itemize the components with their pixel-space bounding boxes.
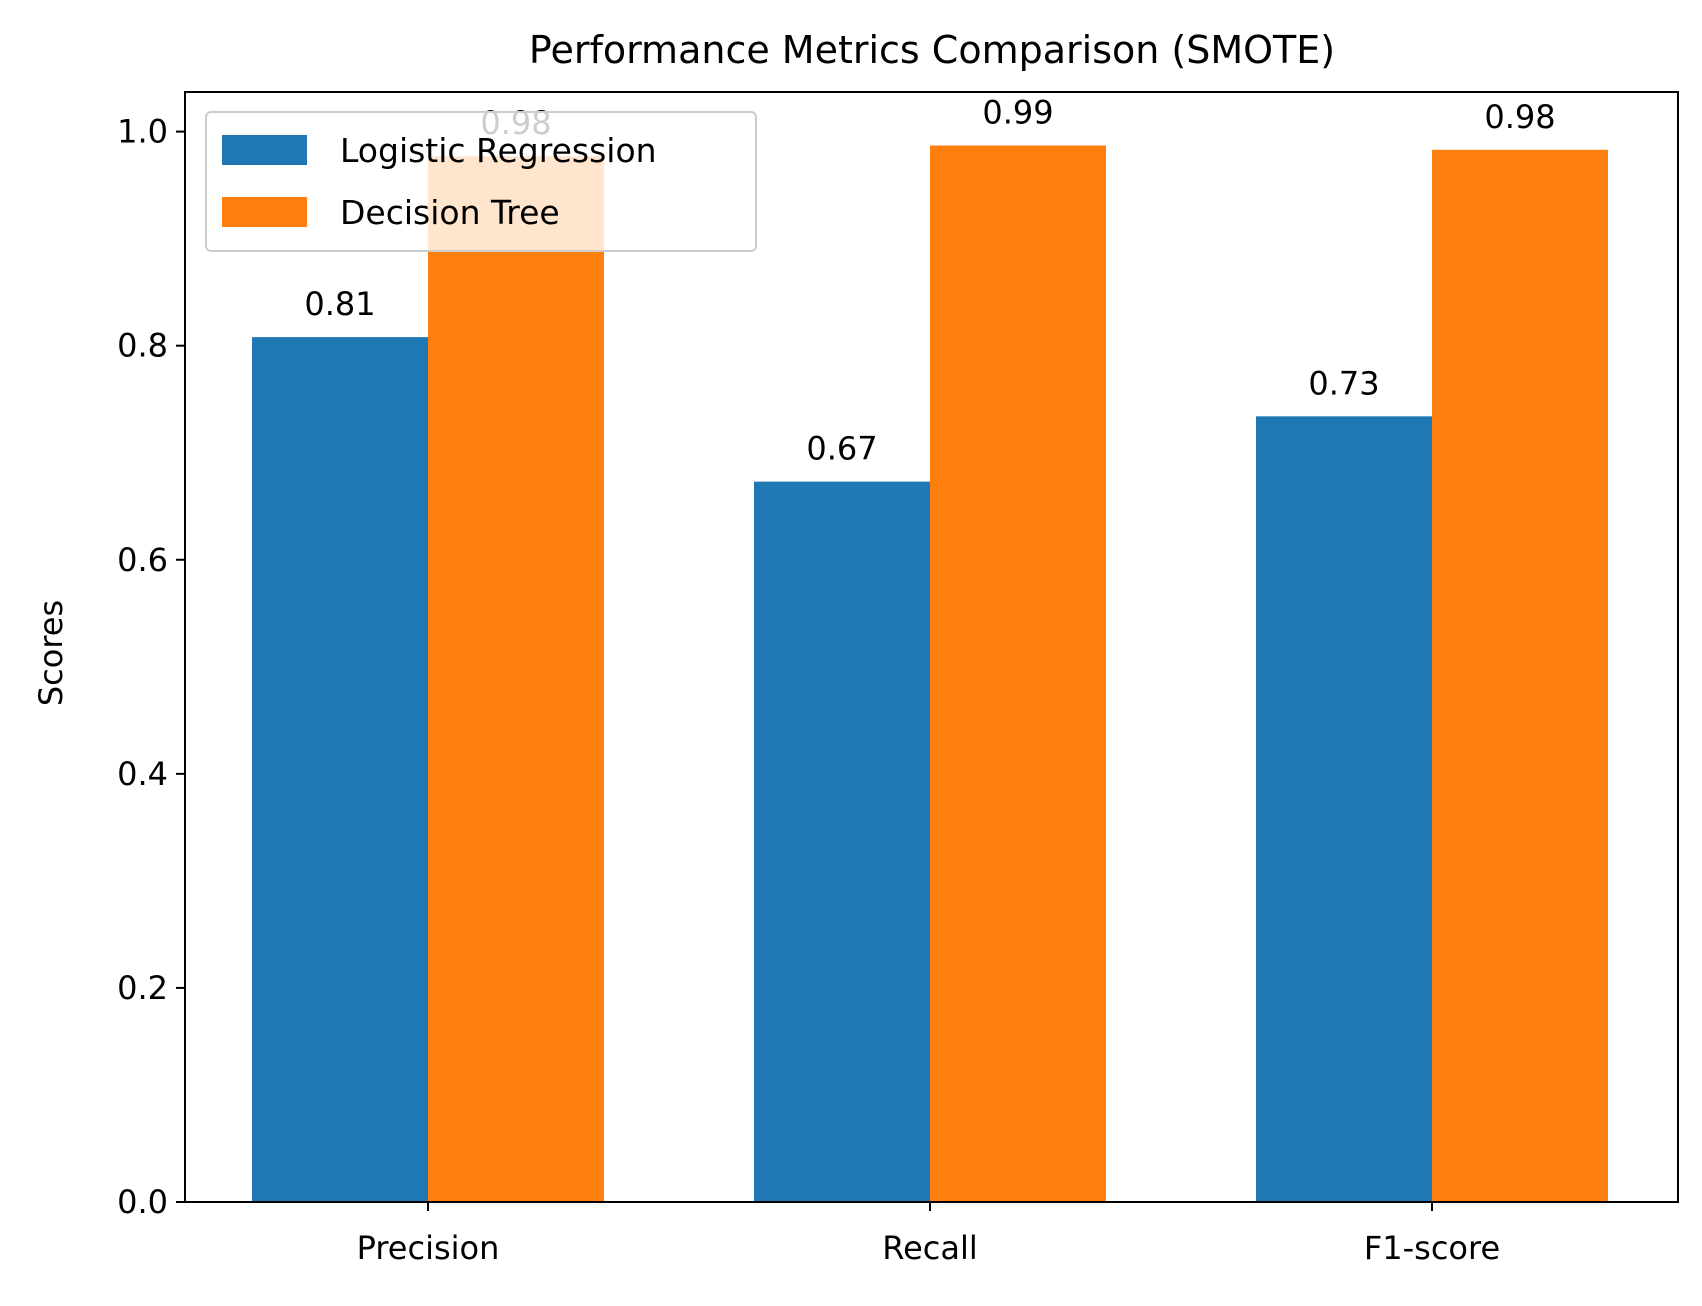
legend-label-decision-tree: Decision Tree	[340, 193, 560, 232]
bar-value-label-logistic-regression-f1-score: 0.73	[1308, 364, 1379, 402]
y-tick-label: 0.2	[117, 969, 168, 1007]
y-tick-label: 0.0	[117, 1183, 168, 1221]
bar-value-label-logistic-regression-precision: 0.81	[304, 285, 375, 323]
y-tick-label: 0.6	[117, 541, 168, 579]
legend-box	[205, 111, 757, 252]
legend-swatch-logistic-regression	[222, 135, 307, 165]
bar-logistic-regression-recall	[754, 481, 930, 1202]
plot-frame	[184, 91, 1679, 1203]
y-tick-label: 0.8	[117, 327, 168, 365]
bar-logistic-regression-precision	[252, 337, 428, 1202]
legend-swatch-decision-tree	[222, 197, 307, 227]
bar-decision-tree-recall	[930, 145, 1106, 1202]
bar-decision-tree-f1-score	[1432, 149, 1608, 1202]
y-tick-label: 0.4	[117, 755, 168, 793]
y-tick-label: 1.0	[117, 113, 168, 151]
x-axis: Precision Recall F1-score	[357, 1202, 1500, 1267]
chart-title: Performance Metrics Comparison (SMOTE)	[529, 28, 1335, 72]
x-tick-label: Precision	[357, 1229, 500, 1267]
bar-value-label-decision-tree-recall: 0.99	[982, 94, 1053, 132]
bar-logistic-regression-f1-score	[1256, 416, 1432, 1202]
x-tick-label: F1-score	[1364, 1229, 1500, 1267]
bar-value-label-logistic-regression-recall: 0.67	[806, 430, 877, 468]
x-tick-label: Recall	[882, 1229, 977, 1267]
y-axis-label: Scores	[32, 600, 70, 706]
legend: Logistic Regression Decision Tree	[205, 111, 757, 252]
bar-decision-tree-precision	[428, 156, 604, 1202]
bars-layer	[252, 145, 1608, 1202]
bar-value-label-decision-tree-f1-score: 0.98	[1484, 98, 1555, 136]
y-axis: 0.0 0.2 0.4 0.6 0.8 1.0	[117, 113, 185, 1221]
legend-label-logistic-regression: Logistic Regression	[340, 131, 657, 170]
